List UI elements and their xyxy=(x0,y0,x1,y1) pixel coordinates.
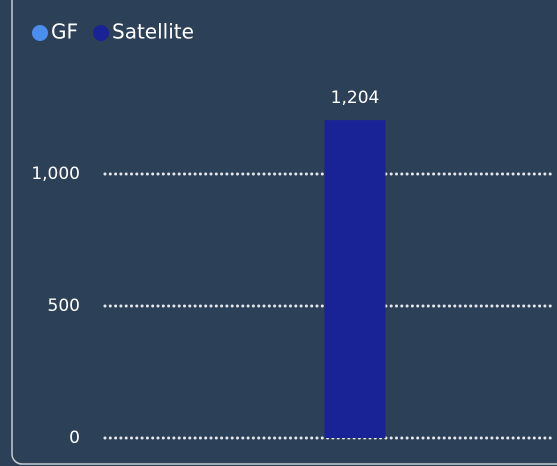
legend-marker xyxy=(32,25,48,41)
panel-border xyxy=(11,0,557,465)
legend-label: Satellite xyxy=(112,20,194,44)
legend-label: GF xyxy=(51,20,78,44)
y-tick-label: 500 xyxy=(48,296,80,316)
legend-marker xyxy=(93,25,110,41)
data-label: 1,204 xyxy=(331,88,380,108)
y-tick-label: 1,000 xyxy=(31,164,80,184)
bar xyxy=(324,120,386,439)
y-tick-label: 0 xyxy=(69,428,80,448)
